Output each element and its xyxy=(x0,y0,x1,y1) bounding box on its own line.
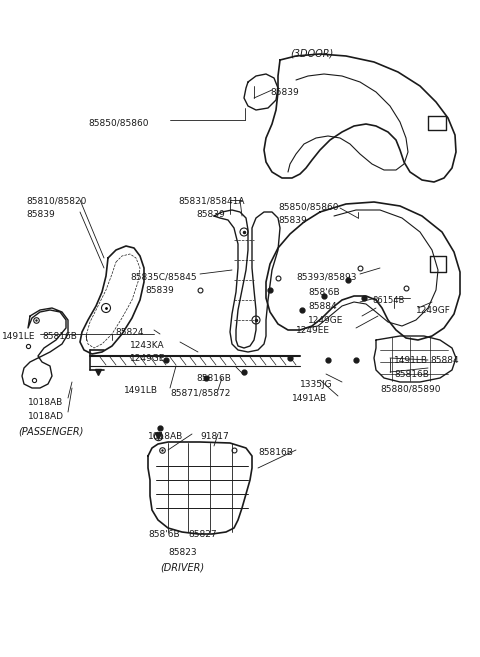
Text: 85823: 85823 xyxy=(168,548,197,557)
Text: 85839: 85839 xyxy=(278,216,307,225)
Text: (3DOOR): (3DOOR) xyxy=(290,48,333,58)
Text: 1249GF: 1249GF xyxy=(416,306,451,315)
Text: 85884: 85884 xyxy=(308,302,336,311)
Text: 85839: 85839 xyxy=(196,210,225,219)
Text: 85816B: 85816B xyxy=(394,370,429,379)
Text: 85871/85872: 85871/85872 xyxy=(170,388,230,397)
Text: 91817: 91817 xyxy=(200,432,229,441)
Text: 85831/85841A: 85831/85841A xyxy=(178,196,244,205)
Text: 85816B: 85816B xyxy=(258,448,293,457)
Text: 85824: 85824 xyxy=(115,328,144,337)
Text: 1018AB: 1018AB xyxy=(148,432,183,441)
Text: 1491LB: 1491LB xyxy=(394,356,428,365)
Text: 1249GE: 1249GE xyxy=(130,354,166,363)
Text: 1243KA: 1243KA xyxy=(130,341,165,350)
Text: 85850/85860: 85850/85860 xyxy=(278,202,338,211)
Text: 85884: 85884 xyxy=(430,356,458,365)
Text: 1249EE: 1249EE xyxy=(296,326,330,335)
Text: 85816B: 85816B xyxy=(196,374,231,383)
Text: 1491AB: 1491AB xyxy=(292,394,327,403)
Text: 1491LE: 1491LE xyxy=(2,332,36,341)
Text: 85839: 85839 xyxy=(270,88,299,97)
Text: 858'6B: 858'6B xyxy=(148,530,180,539)
Text: 85850/85860: 85850/85860 xyxy=(88,118,148,127)
Text: 85810/85820: 85810/85820 xyxy=(26,196,86,205)
Text: 1018AD: 1018AD xyxy=(28,412,64,421)
Text: 85827: 85827 xyxy=(188,530,216,539)
Text: 86154B: 86154B xyxy=(372,296,404,305)
Text: (DRIVER): (DRIVER) xyxy=(160,562,204,572)
Text: 85835C/85845: 85835C/85845 xyxy=(130,272,197,281)
Text: 1491LB: 1491LB xyxy=(124,386,158,395)
Text: 1018AB: 1018AB xyxy=(28,398,63,407)
Text: 1335JG: 1335JG xyxy=(300,380,333,389)
Text: 85393/85893: 85393/85893 xyxy=(296,272,357,281)
Text: 85880/85890: 85880/85890 xyxy=(380,384,441,393)
Text: 85839: 85839 xyxy=(26,210,55,219)
Text: 1249GE: 1249GE xyxy=(308,316,343,325)
Text: 85839: 85839 xyxy=(145,286,174,295)
Text: (PASSENGER): (PASSENGER) xyxy=(18,426,84,436)
Text: 85816B: 85816B xyxy=(42,332,77,341)
Text: 858'6B: 858'6B xyxy=(308,288,340,297)
